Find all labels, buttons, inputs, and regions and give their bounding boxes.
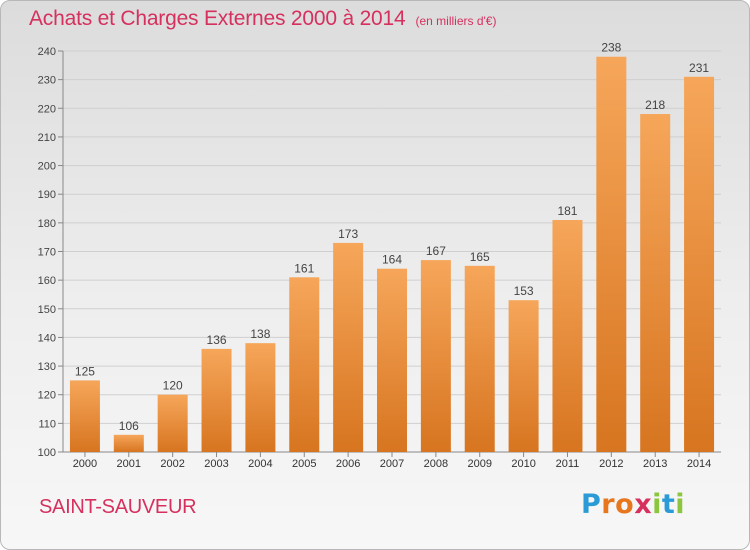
- data-label: 181: [557, 204, 577, 218]
- logo-letter: i: [652, 489, 662, 520]
- bar-2009: [464, 265, 495, 452]
- bar-2004: [245, 343, 276, 452]
- chart-title: Achats et Charges Externes 2000 à 2014 (e…: [29, 7, 496, 31]
- data-label: 167: [426, 244, 446, 258]
- data-label: 120: [163, 379, 183, 393]
- logo-letter: t: [661, 489, 676, 520]
- bar-2001: [113, 434, 144, 452]
- data-labels: 125 106 120 136 138 161 173 164 167 165 153 181 238 2…: [75, 41, 709, 433]
- y-tick-label: 150: [38, 304, 56, 316]
- logo-letter: i: [675, 489, 686, 520]
- bar-2014: [684, 76, 715, 453]
- bar-2010: [508, 300, 539, 452]
- y-tick-label: 170: [38, 247, 56, 259]
- data-label: 231: [689, 61, 709, 75]
- data-label: 238: [601, 41, 621, 55]
- x-tick-label: 2000: [73, 458, 97, 470]
- x-tick-label: 2001: [117, 458, 141, 470]
- x-tick-label: 2007: [380, 458, 404, 470]
- data-label: 136: [207, 333, 227, 347]
- y-tick-labels: 100 110 120 130 140 150 160 170 180 190 200 210 220 2…: [38, 46, 56, 459]
- data-label: 164: [382, 253, 402, 267]
- bar-2012: [596, 56, 627, 452]
- y-tick-label: 200: [38, 161, 56, 173]
- x-tick-label: 2014: [687, 458, 711, 470]
- bar-2000: [69, 380, 100, 452]
- x-tick-label: 2011: [556, 458, 580, 470]
- data-label: 106: [119, 419, 139, 433]
- x-tick-label: 2009: [467, 458, 491, 470]
- bar-2011: [552, 219, 583, 452]
- y-tick-label: 190: [38, 189, 56, 201]
- y-tick-label: 140: [38, 332, 56, 344]
- bar-2006: [333, 242, 364, 452]
- y-tick-label: 220: [38, 103, 56, 115]
- x-tick-label: 2005: [292, 458, 316, 470]
- x-tick-label: 2013: [643, 458, 667, 470]
- logo-letter: r: [601, 489, 616, 520]
- x-tick-label: 2002: [160, 458, 184, 470]
- y-tick-label: 180: [38, 218, 56, 230]
- x-tick-label: 2012: [599, 458, 623, 470]
- y-tick-label: 240: [38, 46, 56, 58]
- y-tick-label: 130: [38, 361, 56, 373]
- y-tick-label: 160: [38, 275, 56, 287]
- bar-2013: [640, 114, 671, 452]
- y-tick-label: 110: [38, 418, 56, 430]
- data-label: 125: [75, 364, 95, 378]
- logo-letter: o: [615, 489, 635, 520]
- x-tick-labels: 2000 2001 2002 2003 2004 2005 2006 2007 2008 2009…: [73, 458, 712, 470]
- x-tick-label: 2006: [336, 458, 360, 470]
- bar-2005: [289, 277, 320, 452]
- x-tick-label: 2008: [424, 458, 448, 470]
- y-tick-label: 120: [38, 390, 56, 402]
- data-label: 153: [514, 284, 534, 298]
- bar-2008: [420, 260, 451, 452]
- chart-title-text: Achats et Charges Externes 2000 à 2014: [29, 7, 406, 30]
- data-label: 138: [250, 327, 270, 341]
- data-label: 218: [645, 98, 665, 112]
- data-label: 165: [470, 250, 490, 264]
- bar-2007: [377, 268, 407, 452]
- data-label: 173: [338, 227, 358, 241]
- commune-name: SAINT-SAUVEUR: [39, 496, 197, 518]
- x-tick-label: 2004: [248, 458, 272, 470]
- data-label: 161: [294, 261, 314, 275]
- proxiti-logo: Proxiti: [581, 489, 685, 520]
- x-tick-label: 2003: [204, 458, 228, 470]
- logo-letter: P: [581, 489, 602, 520]
- y-tick-label: 210: [38, 132, 56, 144]
- bars: [69, 56, 715, 453]
- bar-2003: [201, 348, 232, 452]
- y-tick-label: 100: [38, 447, 56, 459]
- x-tick-label: 2010: [511, 458, 535, 470]
- bar-2002: [157, 394, 188, 452]
- chart-unit-note: (en milliers d'€): [415, 14, 497, 28]
- logo-letter: x: [634, 489, 653, 520]
- y-tick-label: 230: [38, 75, 56, 87]
